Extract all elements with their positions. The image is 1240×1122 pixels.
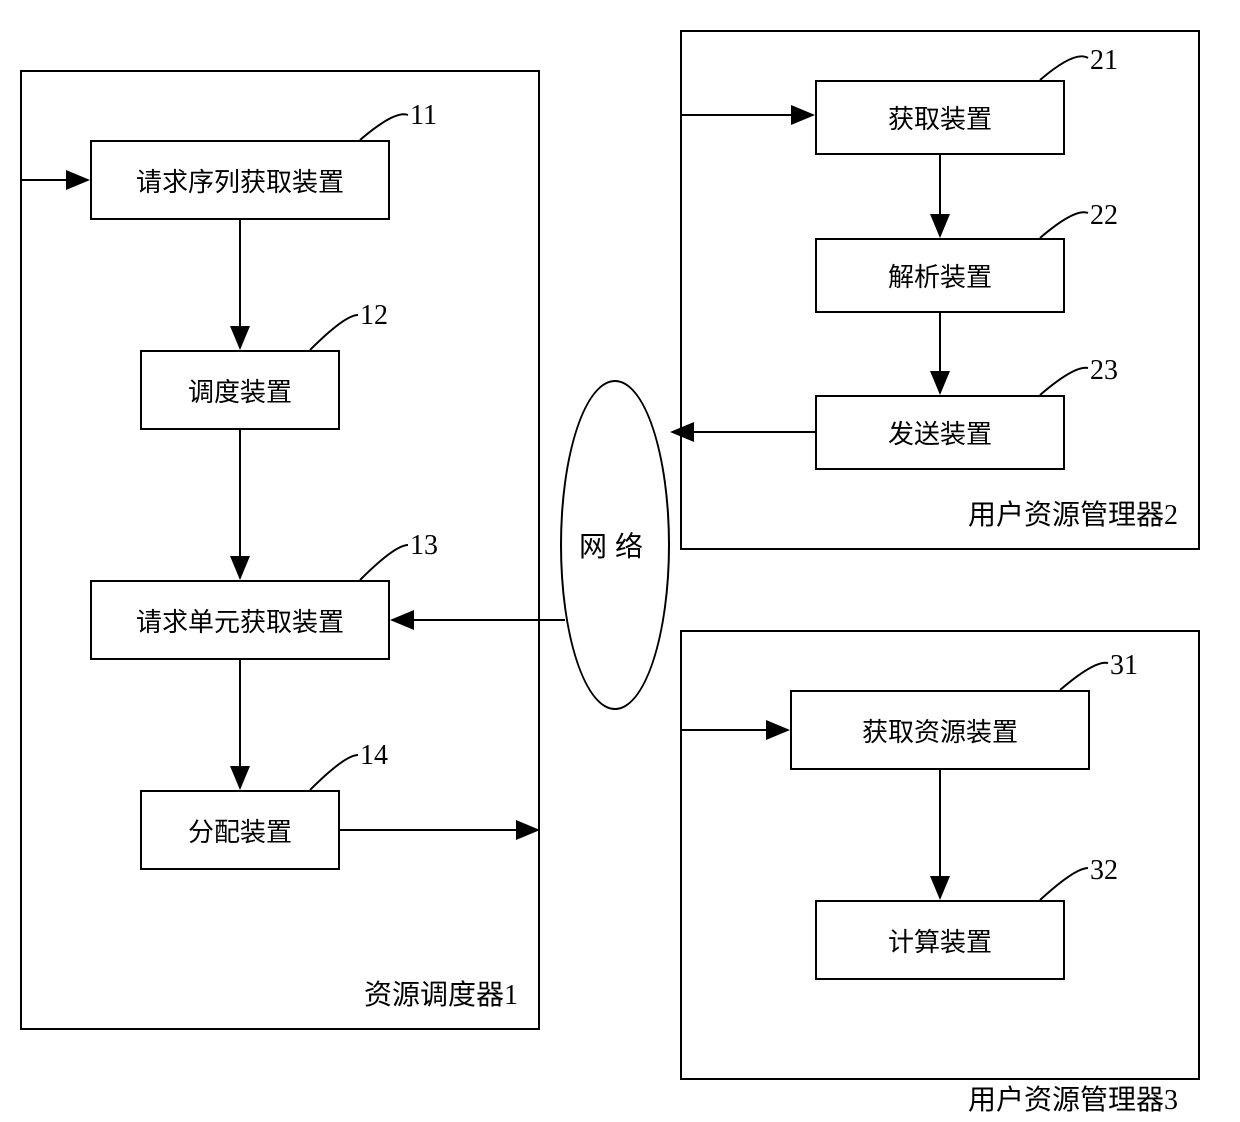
node-21-label: 获取装置 [888, 99, 992, 136]
callout-22: 22 [1090, 200, 1118, 232]
network-oval: 网络 [560, 380, 670, 710]
module-manager2-label: 用户资源管理器2 [968, 493, 1178, 533]
callout-23: 23 [1090, 355, 1118, 387]
callout-14: 14 [360, 740, 388, 772]
node-21: 获取装置 [815, 80, 1065, 155]
node-23: 发送装置 [815, 395, 1065, 470]
node-32: 计算装置 [815, 900, 1065, 980]
module-manager3-label: 用户资源管理器3 [968, 1078, 1178, 1118]
node-14-label: 分配装置 [188, 812, 292, 849]
callout-21: 21 [1090, 45, 1118, 77]
callout-13: 13 [410, 530, 438, 562]
node-13: 请求单元获取装置 [90, 580, 390, 660]
node-12-label: 调度装置 [188, 372, 292, 409]
node-13-label: 请求单元获取装置 [136, 602, 344, 639]
node-11: 请求序列获取装置 [90, 140, 390, 220]
callout-12: 12 [360, 300, 388, 332]
node-31-label: 获取资源装置 [862, 712, 1018, 749]
network-label: 网络 [579, 525, 651, 565]
callout-32: 32 [1090, 855, 1118, 887]
node-22-label: 解析装置 [888, 257, 992, 294]
node-11-label: 请求序列获取装置 [136, 162, 344, 199]
node-14: 分配装置 [140, 790, 340, 870]
module-scheduler-label: 资源调度器1 [364, 973, 518, 1013]
node-31: 获取资源装置 [790, 690, 1090, 770]
callout-11: 11 [410, 100, 437, 132]
node-22: 解析装置 [815, 238, 1065, 313]
callout-31: 31 [1110, 650, 1138, 682]
node-12: 调度装置 [140, 350, 340, 430]
node-23-label: 发送装置 [888, 414, 992, 451]
diagram-container: 资源调度器1 请求序列获取装置 11 调度装置 12 请求单元获取装置 13 分… [0, 0, 1240, 1122]
node-32-label: 计算装置 [888, 922, 992, 959]
